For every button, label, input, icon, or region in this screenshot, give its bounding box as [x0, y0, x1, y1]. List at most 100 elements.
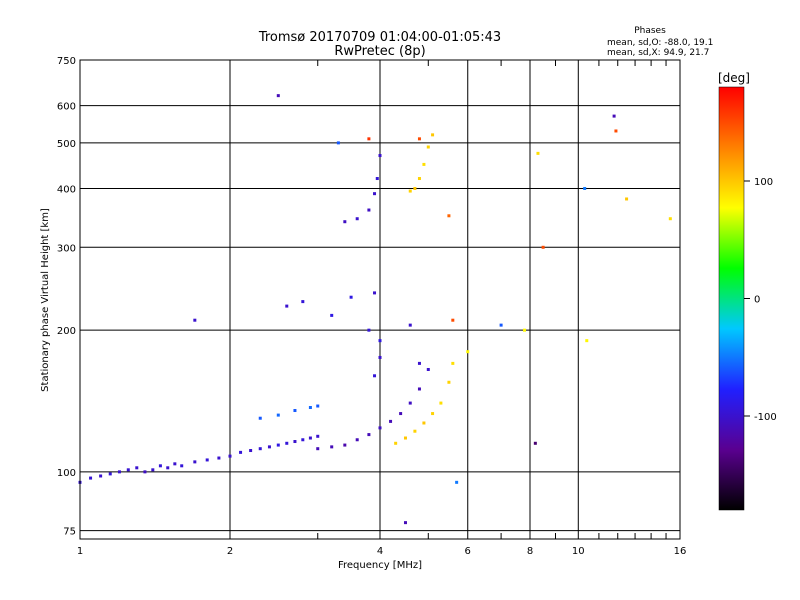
- data-point-o-trace: [389, 419, 393, 423]
- data-point-scatter: [301, 300, 305, 304]
- data-point-x-trace: [403, 436, 407, 440]
- colorbar-tick-label: 0: [754, 295, 760, 306]
- y-tick-label: 75: [63, 527, 76, 538]
- y-tick-label: 500: [57, 139, 76, 150]
- data-point-x-trace-f: [417, 177, 421, 181]
- y-axis-label: Stationary phase Virtual Height [km]: [40, 208, 51, 392]
- data-point-scatter: [373, 291, 377, 295]
- x-tick-label: 2: [227, 546, 233, 557]
- data-point-low-band-blue: [239, 450, 243, 454]
- data-point-o-trace: [426, 367, 430, 371]
- data-point-scatter: [417, 137, 421, 141]
- data-point-low-band-blue: [126, 468, 130, 472]
- data-point-o-trace-f: [373, 192, 377, 196]
- data-point-o-trace: [408, 401, 412, 405]
- data-point-scatter: [499, 323, 503, 327]
- data-point-cyan-band: [293, 409, 297, 413]
- data-point-scatter: [403, 521, 407, 525]
- x-tick-label: 4: [377, 546, 383, 557]
- data-point-scatter: [367, 137, 371, 141]
- data-point-low-band-blue: [135, 466, 139, 470]
- data-point-o-trace: [316, 447, 320, 451]
- x-tick-label: 10: [572, 546, 585, 557]
- data-point-scatter: [349, 295, 353, 299]
- data-point-low-band-blue: [293, 440, 297, 444]
- data-point-scatter: [451, 318, 455, 322]
- phases-legend-x: mean, sd,X: 94.9, 21.7: [607, 48, 709, 58]
- data-point-low-band-blue: [285, 441, 289, 445]
- data-point-scatter: [614, 129, 618, 133]
- data-point-low-band-blue: [99, 474, 103, 478]
- data-point-o-trace-f: [343, 220, 347, 224]
- data-point-low-band-blue: [180, 464, 184, 468]
- y-tick-label: 100: [57, 468, 76, 479]
- data-point-low-band-blue: [308, 436, 312, 440]
- y-tick-label: 400: [57, 184, 76, 195]
- data-point-x-trace: [394, 441, 398, 445]
- data-point-x-trace: [447, 380, 451, 384]
- data-point-scatter: [612, 114, 616, 118]
- data-point-scatter: [583, 186, 587, 190]
- data-point-low-band-blue: [276, 443, 280, 447]
- data-point-cyan-band: [308, 406, 312, 410]
- data-point-scatter: [276, 94, 280, 98]
- data-point-scatter: [408, 323, 412, 327]
- data-point-o-trace: [417, 387, 421, 391]
- data-point-o-trace: [330, 445, 334, 449]
- x-tick-label: 6: [465, 546, 471, 557]
- data-point-o-trace-f: [355, 217, 359, 221]
- data-point-scatter: [417, 361, 421, 365]
- data-point-scatter: [285, 304, 289, 308]
- data-point-x-trace-f: [426, 145, 430, 149]
- data-point-o-trace: [399, 412, 403, 416]
- data-point-low-band-blue: [193, 460, 197, 464]
- data-point-o-trace: [355, 438, 359, 442]
- colorbar-ticks: 100 0 -100: [744, 177, 777, 423]
- y-tick-label: 300: [57, 243, 76, 254]
- data-point-scatter: [367, 328, 371, 332]
- data-point-x-trace-f: [431, 133, 435, 137]
- data-point-x-trace: [413, 429, 417, 433]
- data-point-x-trace: [431, 412, 435, 416]
- data-point-scatter: [373, 374, 377, 378]
- data-point-scatter: [466, 350, 470, 354]
- data-point-low-band-blue: [143, 470, 147, 474]
- x-tick-label: 16: [674, 546, 687, 557]
- data-point-cyan-band: [276, 413, 280, 417]
- colorbar: [718, 86, 745, 511]
- data-point-o-trace: [378, 426, 382, 430]
- data-point-low-band-blue: [166, 466, 170, 470]
- x-tick-label: 1: [77, 546, 83, 557]
- data-point-low-band-blue: [267, 445, 271, 449]
- data-point-scatter: [455, 480, 459, 484]
- data-point-low-band-blue: [228, 454, 232, 458]
- data-point-scatter: [447, 214, 451, 218]
- plot-frame: [79, 59, 681, 540]
- data-point-o-trace-f: [367, 208, 371, 212]
- grid-lines: [80, 59, 680, 539]
- data-point-low-band-blue: [151, 468, 155, 472]
- data-point-cyan-band: [316, 404, 320, 408]
- data-point-scatter: [193, 318, 197, 322]
- data-point-o-trace-f: [378, 154, 382, 158]
- data-point-scatter: [378, 355, 382, 359]
- data-point-scatter: [585, 339, 589, 343]
- data-point-scatter: [330, 313, 334, 317]
- data-point-o-trace: [343, 443, 347, 447]
- phases-legend-title: Phases: [634, 26, 666, 36]
- colorbar-tick-label: -100: [754, 412, 777, 423]
- data-point-o-trace: [367, 433, 371, 437]
- data-point-low-band-blue: [301, 438, 305, 442]
- data-point-x-trace-f: [408, 189, 412, 193]
- data-point-scatter: [378, 339, 382, 343]
- data-point-scatter: [523, 328, 527, 332]
- data-point-scatter: [336, 141, 340, 145]
- data-point-scatter: [536, 151, 540, 155]
- data-point-x-trace: [439, 401, 443, 405]
- y-tick-label: 600: [57, 102, 76, 113]
- data-point-low-band-blue: [89, 476, 93, 480]
- data-point-o-trace-f: [375, 177, 379, 181]
- colorbar-label: [deg]: [718, 71, 750, 85]
- scatter-points: [78, 94, 672, 525]
